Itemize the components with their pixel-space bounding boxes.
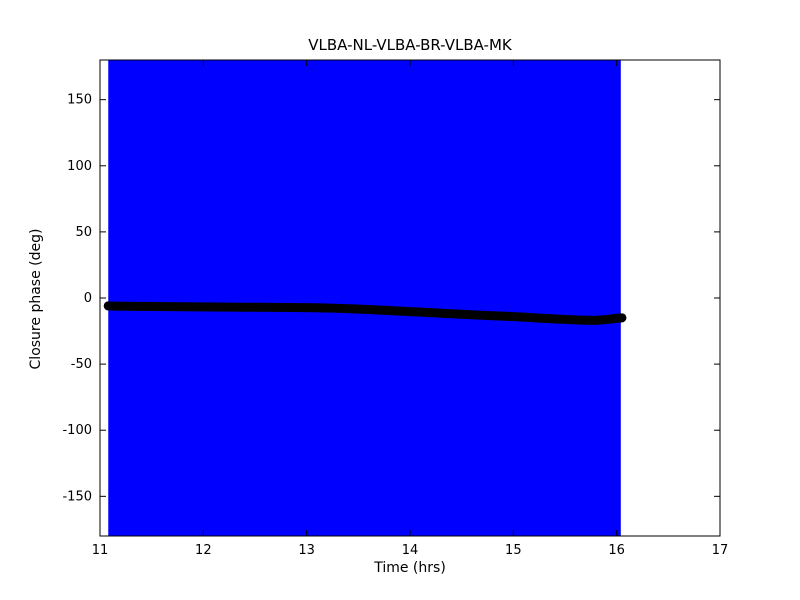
data-point <box>534 313 544 323</box>
data-point <box>441 308 451 318</box>
data-point <box>395 306 405 316</box>
data-point <box>617 313 627 323</box>
x-tick-label: 15 <box>505 543 522 558</box>
y-tick-label: 150 <box>67 93 92 108</box>
data-point <box>333 303 343 313</box>
data-point <box>601 315 611 325</box>
data-point <box>255 302 265 312</box>
x-tick-label: 14 <box>402 543 419 558</box>
data-point <box>519 312 529 322</box>
data-point <box>162 302 172 312</box>
x-axis-label: Time (hrs) <box>374 560 446 576</box>
data-point <box>116 301 126 311</box>
y-tick-label: 100 <box>67 159 92 174</box>
data-point <box>581 315 591 325</box>
y-tick-label: -50 <box>71 357 92 372</box>
data-point <box>271 302 281 312</box>
data-point <box>457 309 467 319</box>
data-point <box>131 301 141 311</box>
data-point <box>193 302 203 312</box>
data-point <box>224 302 234 312</box>
data-point <box>472 310 482 320</box>
data-point <box>147 301 157 311</box>
data-point <box>550 314 560 324</box>
x-tick-label: 11 <box>92 543 109 558</box>
x-tick-label: 17 <box>712 543 729 558</box>
data-point <box>302 303 312 313</box>
data-point <box>348 304 358 314</box>
data-point <box>591 315 601 325</box>
data-point <box>364 305 374 315</box>
x-tick-label: 13 <box>298 543 315 558</box>
y-tick-label: -150 <box>62 489 92 504</box>
data-point <box>240 302 250 312</box>
data-point <box>209 302 219 312</box>
data-point <box>426 308 436 318</box>
y-axis-label: Closure phase (deg) <box>28 228 44 370</box>
x-tick-label: 12 <box>195 543 212 558</box>
y-tick-label: -100 <box>62 423 92 438</box>
error-band <box>108 60 621 536</box>
data-point <box>103 301 113 311</box>
y-tick-label: 50 <box>75 225 92 240</box>
y-tick-label: 0 <box>84 291 92 306</box>
x-tick-label: 16 <box>608 543 625 558</box>
data-point <box>410 307 420 317</box>
data-point <box>286 303 296 313</box>
chart-title: VLBA-NL-VLBA-BR-VLBA-MK <box>308 36 512 54</box>
data-point <box>379 305 389 315</box>
data-point <box>565 315 575 325</box>
data-point <box>317 303 327 313</box>
data-point <box>178 302 188 312</box>
data-point <box>488 311 498 321</box>
data-point <box>503 311 513 321</box>
